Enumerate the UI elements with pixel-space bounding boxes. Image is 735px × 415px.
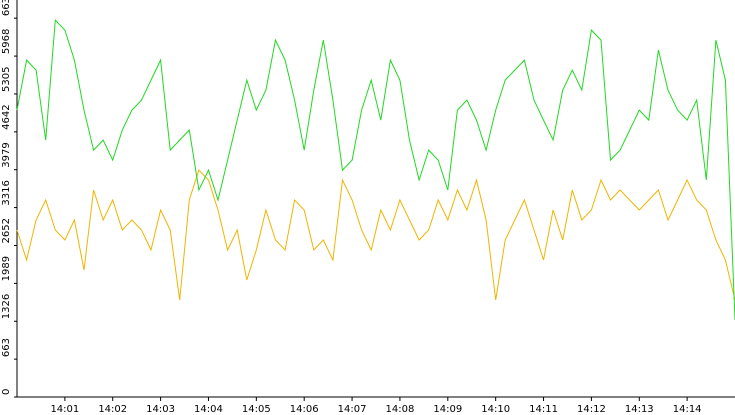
x-tick-label: 14:02 — [98, 404, 127, 415]
x-tick-label: 14:03 — [146, 404, 175, 415]
y-tick-label: 1326 — [1, 294, 12, 319]
x-tick-label: 14:10 — [481, 404, 510, 415]
x-tick-label: 14:12 — [577, 404, 606, 415]
x-tick-label: 14:04 — [194, 404, 223, 415]
series-line — [16, 169, 735, 301]
x-tick-label: 14:05 — [242, 404, 271, 415]
x-tick-label: 14:09 — [433, 404, 462, 415]
y-tick-label: 4642 — [1, 104, 12, 129]
y-tick-label: 5968 — [1, 29, 12, 54]
x-tick-label: 14:07 — [338, 404, 367, 415]
x-tick-label: 14:13 — [625, 404, 654, 415]
x-tick-label: 14:01 — [50, 404, 79, 415]
x-tick-label: 14:11 — [529, 404, 558, 415]
y-tick-label: 663 — [1, 338, 12, 357]
x-tick-label: 14:08 — [386, 404, 415, 415]
x-tick-label: 14:06 — [290, 404, 319, 415]
y-tick-label: 5305 — [1, 67, 12, 92]
y-tick-label: 2652 — [1, 218, 12, 243]
y-tick-label: 1989 — [1, 256, 12, 281]
y-tick-label: 6632 — [1, 0, 12, 16]
series-line — [16, 18, 735, 321]
y-tick-label: 0 — [1, 389, 12, 395]
x-tick-label: 14:14 — [673, 404, 702, 415]
y-tick-label: 3979 — [1, 142, 12, 167]
y-tick-label: 3316 — [1, 180, 12, 205]
